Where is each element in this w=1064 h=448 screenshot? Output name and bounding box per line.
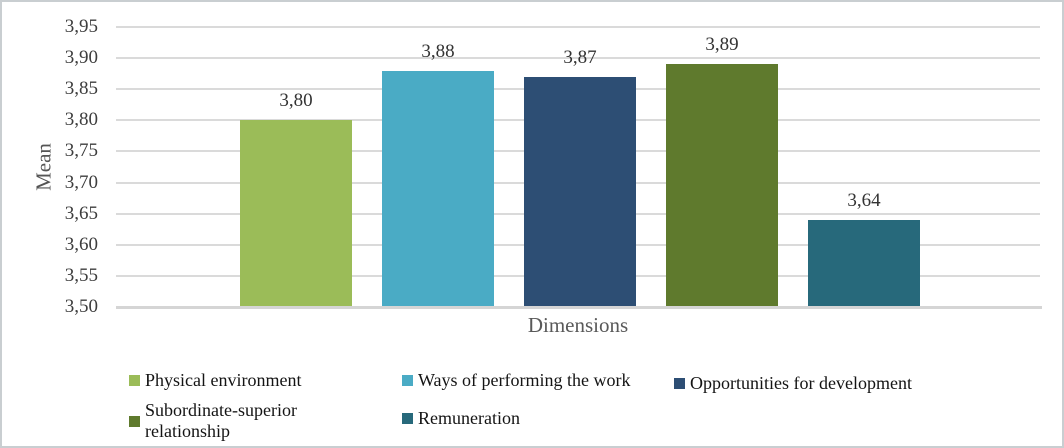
x-axis-line (116, 306, 1042, 309)
legend-item-physical-environment: Physical environment (129, 370, 301, 391)
legend-label: Subordinate-superior relationship (145, 400, 297, 441)
legend-label: Opportunities for development (690, 373, 912, 393)
x-axis-title: Dimensions (527, 313, 629, 337)
legend-swatch-icon (402, 375, 413, 386)
legend-label: Remuneration (418, 408, 520, 428)
y-tick-label: 3,80 (64, 109, 98, 131)
bar-ways-of-performing-the-work (382, 70, 494, 307)
legend-item-ways-of-performing-the-work: Ways of performing the work (402, 370, 631, 391)
y-tick-label: 3,50 (64, 296, 98, 317)
bar-value-label: 3,87 (563, 46, 597, 68)
bar-value-label: 3,80 (279, 90, 313, 112)
legend-swatch-icon (129, 415, 140, 427)
y-tick-label: 3,70 (64, 171, 98, 193)
y-axis-title: Mean (31, 143, 56, 191)
gridline (116, 57, 1040, 60)
legend-item-opportunities-for-development: Opportunities for development (674, 373, 912, 394)
legend-item-remuneration: Remuneration (402, 408, 520, 429)
bar-physical-environment (240, 120, 352, 307)
bar-value-label: 3,88 (421, 40, 455, 62)
y-tick-label: 3,90 (64, 47, 98, 69)
bar-subordinate-superior-relationship (666, 64, 778, 307)
legend-swatch-icon (402, 413, 413, 424)
y-tick-label: 3,60 (64, 233, 98, 255)
bar-opportunities-for-development (524, 76, 636, 307)
y-tick-label: 3,75 (64, 140, 98, 162)
legend-item-subordinate-superior-relationship: Subordinate-superior relationship (129, 400, 363, 442)
legend-label: Physical environment (145, 370, 302, 390)
y-tick-label: 3,95 (64, 16, 98, 37)
y-tick-label: 3,55 (64, 264, 98, 286)
legend-label: Ways of performing the work (418, 370, 631, 390)
gridline (116, 26, 1040, 28)
y-tick-label: 3,65 (64, 202, 98, 224)
bar-value-label: 3,64 (847, 189, 881, 211)
bar-remuneration (808, 219, 920, 307)
legend-swatch-icon (129, 375, 140, 386)
legend-swatch-icon (674, 378, 685, 389)
y-tick-label: 3,85 (64, 78, 98, 100)
bar-value-label: 3,89 (705, 34, 739, 56)
